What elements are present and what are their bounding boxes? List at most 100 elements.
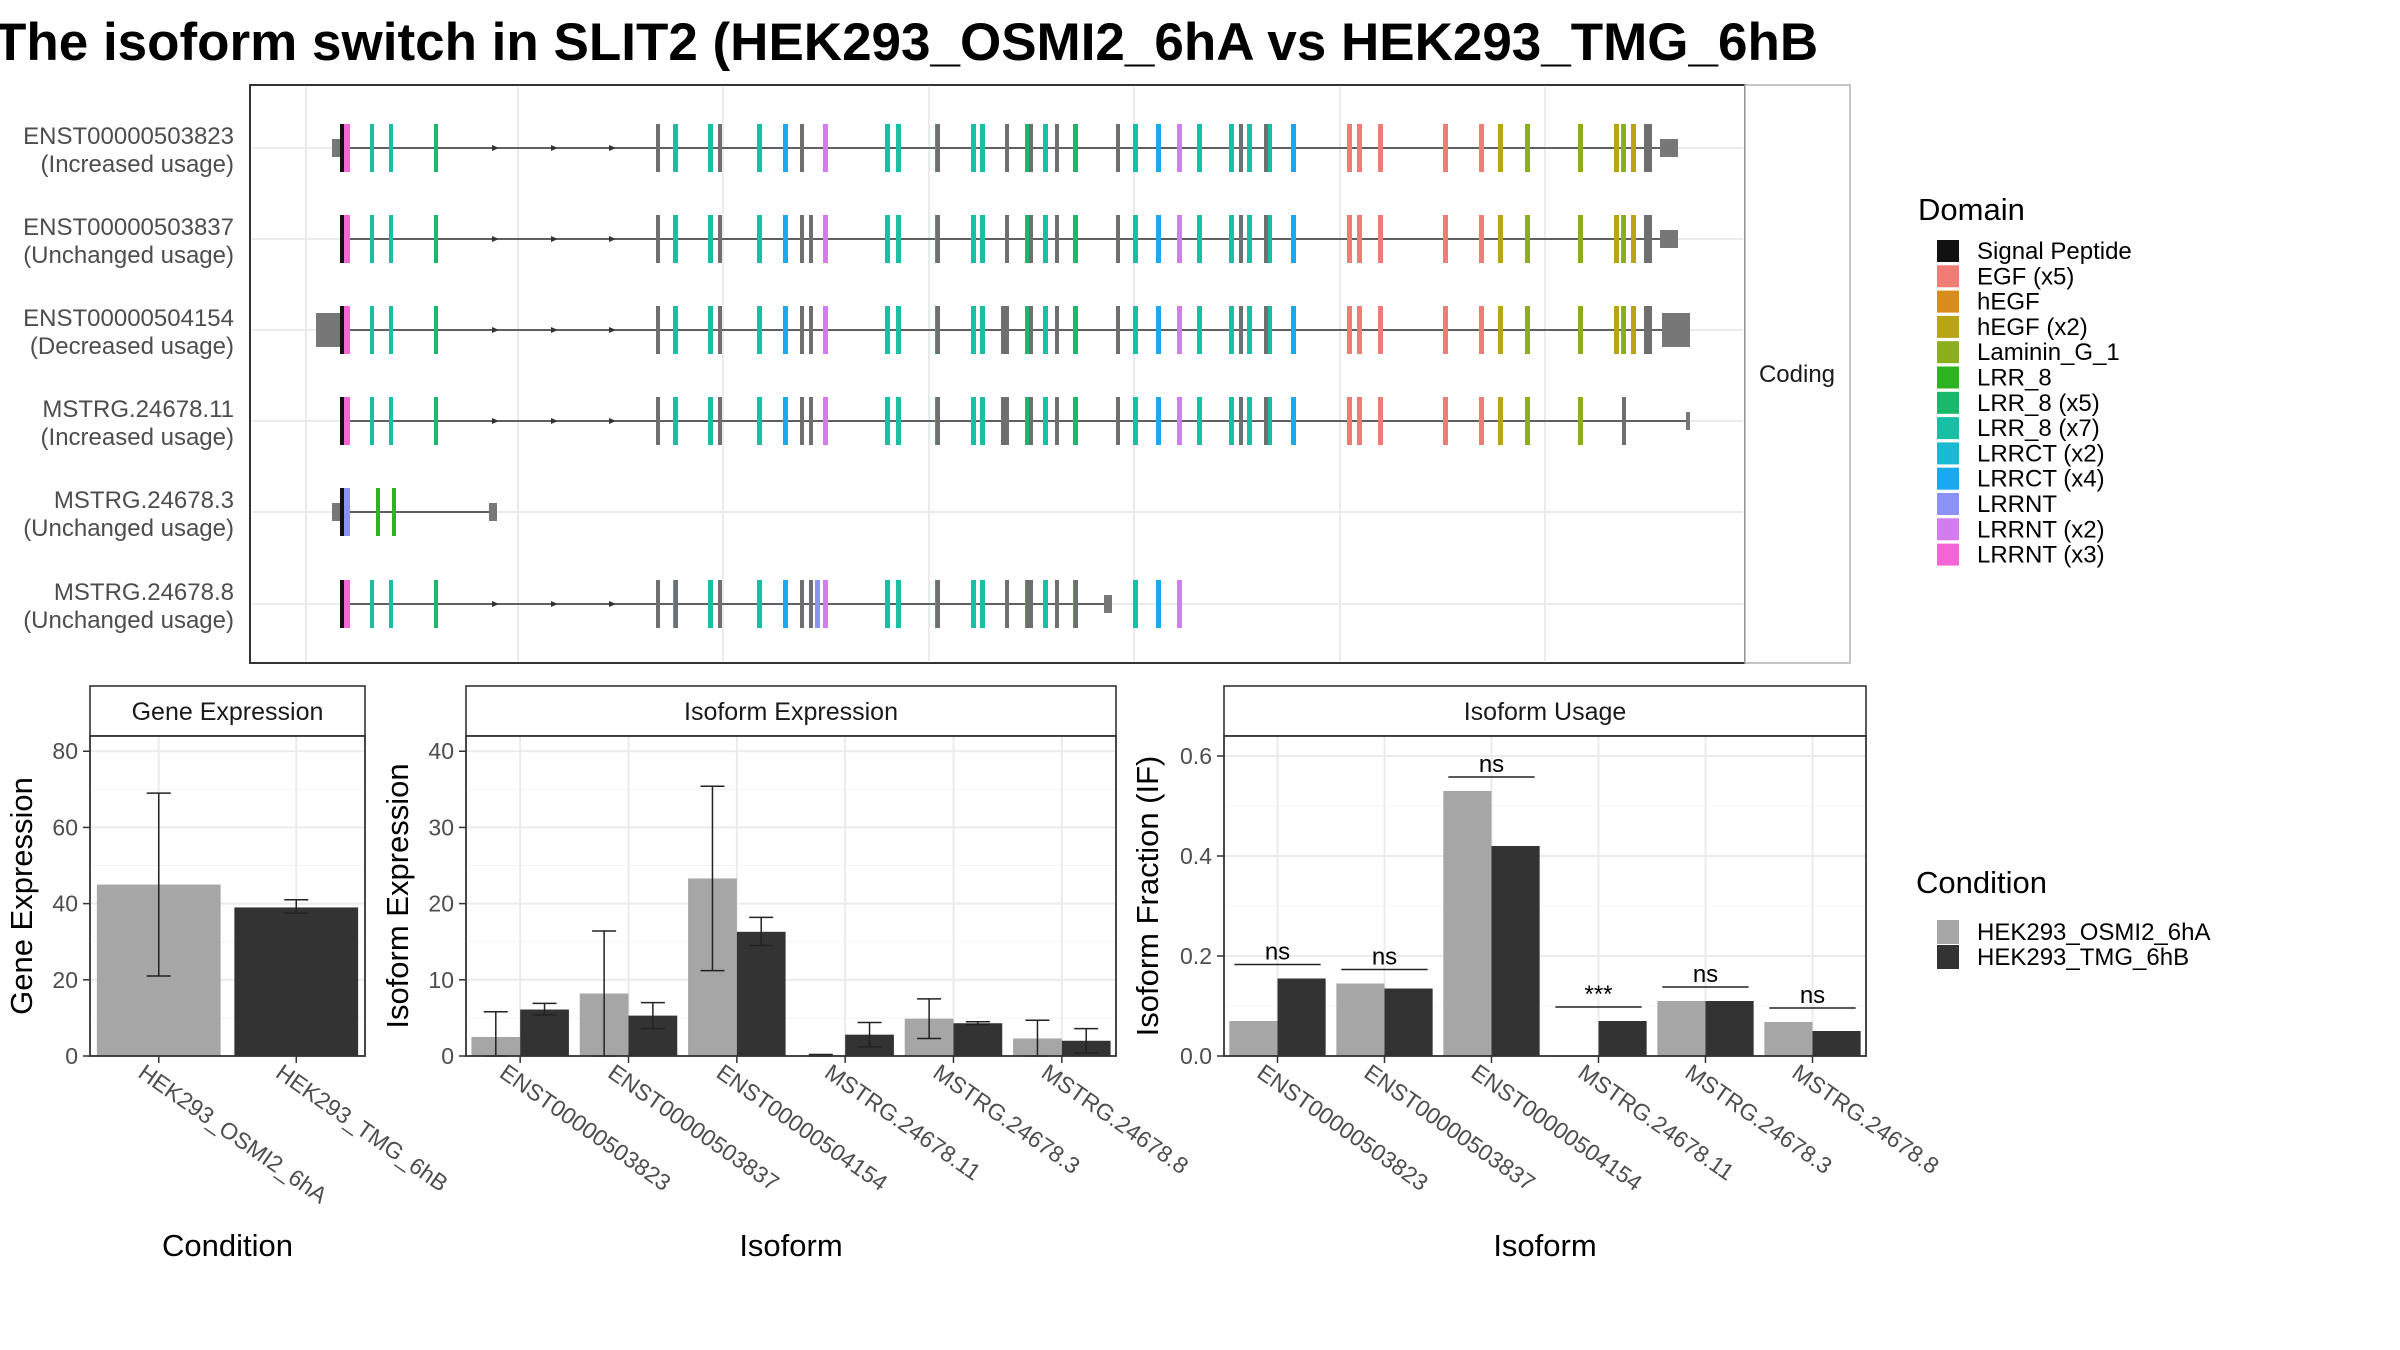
intron-arrow (609, 145, 616, 151)
isoform-usage-label: (Increased usage) (41, 424, 234, 451)
exon-block (392, 488, 396, 536)
exon-block (885, 397, 890, 445)
significance-label: ns (1479, 751, 1504, 778)
bar (1443, 791, 1492, 1056)
bar (1336, 983, 1385, 1056)
exon-block (885, 580, 890, 628)
exon-noncoding (1055, 580, 1059, 628)
exon-block (434, 397, 438, 445)
y-axis-title: Gene Expression (4, 777, 39, 1015)
legend-key-label: LRRNT (x3) (1977, 542, 2105, 569)
exon-block (1525, 306, 1530, 354)
exon-block (1247, 124, 1252, 172)
exon-block (1498, 124, 1503, 172)
exon-block (896, 397, 901, 445)
facet-strip-coding (1744, 84, 1851, 664)
exon-noncoding (1644, 215, 1648, 263)
y-tick-label: 0.2 (1180, 943, 1212, 969)
exon-block (1229, 306, 1234, 354)
y-tick-label: 20 (428, 891, 454, 917)
exon-block (1347, 124, 1352, 172)
exon-block (823, 306, 828, 354)
condition-legend-title: Condition (1916, 865, 2047, 900)
exon-block (1156, 306, 1161, 354)
exon-block (823, 124, 828, 172)
exon-block (1378, 306, 1383, 354)
exon-signal-peptide (340, 306, 344, 354)
exon-noncoding (718, 306, 722, 354)
legend-key-label: LRR_8 (1977, 365, 2052, 392)
exon-noncoding (1264, 397, 1268, 445)
exon-block (1525, 215, 1530, 263)
exon-block (823, 215, 828, 263)
exon-noncoding (1264, 215, 1268, 263)
structure-panel-background (249, 84, 1746, 664)
exon-block (757, 215, 762, 263)
bar (1491, 846, 1540, 1056)
x-tick-label: ENST00000504154 (1467, 1059, 1648, 1196)
isoform-usage-label: (Unchanged usage) (23, 242, 234, 269)
facet-strip (89, 685, 366, 737)
exon-noncoding (718, 580, 722, 628)
exon-noncoding (1264, 124, 1268, 172)
utr-block (1660, 139, 1678, 157)
legend-key-swatch (1937, 493, 1959, 515)
exon-block (376, 488, 380, 536)
exon-block (370, 580, 374, 628)
panel-border (1223, 735, 1867, 1057)
legend-key-label: HEK293_TMG_6hB (1977, 944, 2189, 971)
exon-block (971, 215, 976, 263)
utr-block (1104, 595, 1112, 613)
exon-block (1156, 580, 1161, 628)
isoform-structure-row (332, 488, 497, 536)
exon-block (1614, 124, 1619, 172)
exon-block (1043, 215, 1048, 263)
y-tick-label: 0 (441, 1043, 454, 1069)
exon-block (1197, 124, 1202, 172)
y-tick-label: 20 (52, 967, 78, 993)
exon-block (673, 397, 678, 445)
legend-key-swatch (1937, 315, 1959, 338)
isoform-id-label: ENST00000504154 (23, 305, 234, 332)
exon-block (708, 580, 713, 628)
exon-noncoding (800, 580, 804, 628)
legend-key-label: HEK293_OSMI2_6hA (1977, 919, 2210, 946)
exon-block (1347, 306, 1352, 354)
utr-block (489, 503, 497, 521)
exon-block (1073, 215, 1078, 263)
utr-block (332, 503, 342, 521)
exon-noncoding (1239, 124, 1243, 172)
plot-area (466, 736, 1116, 1056)
legend-key-label: hEGF (x2) (1977, 314, 2088, 341)
exon-noncoding (1029, 580, 1033, 628)
exon-block (1614, 306, 1619, 354)
exon-block (708, 306, 713, 354)
x-tick-label: ENST00000503837 (1360, 1059, 1540, 1196)
exon-block (1043, 306, 1048, 354)
exon-block (1043, 580, 1048, 628)
exon-noncoding (1055, 306, 1059, 354)
exon-noncoding (1644, 306, 1648, 354)
isoform-structure-row (340, 215, 1678, 263)
exon-noncoding (1239, 215, 1243, 263)
utr-block (1662, 313, 1690, 347)
exon-block (708, 124, 713, 172)
exon-block (971, 580, 976, 628)
x-axis-title: Isoform (1493, 1228, 1596, 1263)
exon-noncoding (1055, 397, 1059, 445)
legend-key-swatch (1937, 265, 1959, 288)
exon-signal-peptide (340, 580, 344, 628)
exon-block (1621, 215, 1626, 263)
legend-key-label: hEGF (1977, 289, 2040, 316)
exon-block (783, 215, 788, 263)
structure-rows (316, 124, 1690, 628)
exon-block (389, 306, 393, 354)
bar (1598, 1021, 1647, 1056)
legend-key-label: LRRNT (x2) (1977, 516, 2105, 543)
exon-block (389, 215, 393, 263)
exon-block (1578, 124, 1583, 172)
exon-noncoding (1264, 306, 1268, 354)
exon-block (1177, 215, 1182, 263)
facet-strip (465, 685, 1117, 737)
